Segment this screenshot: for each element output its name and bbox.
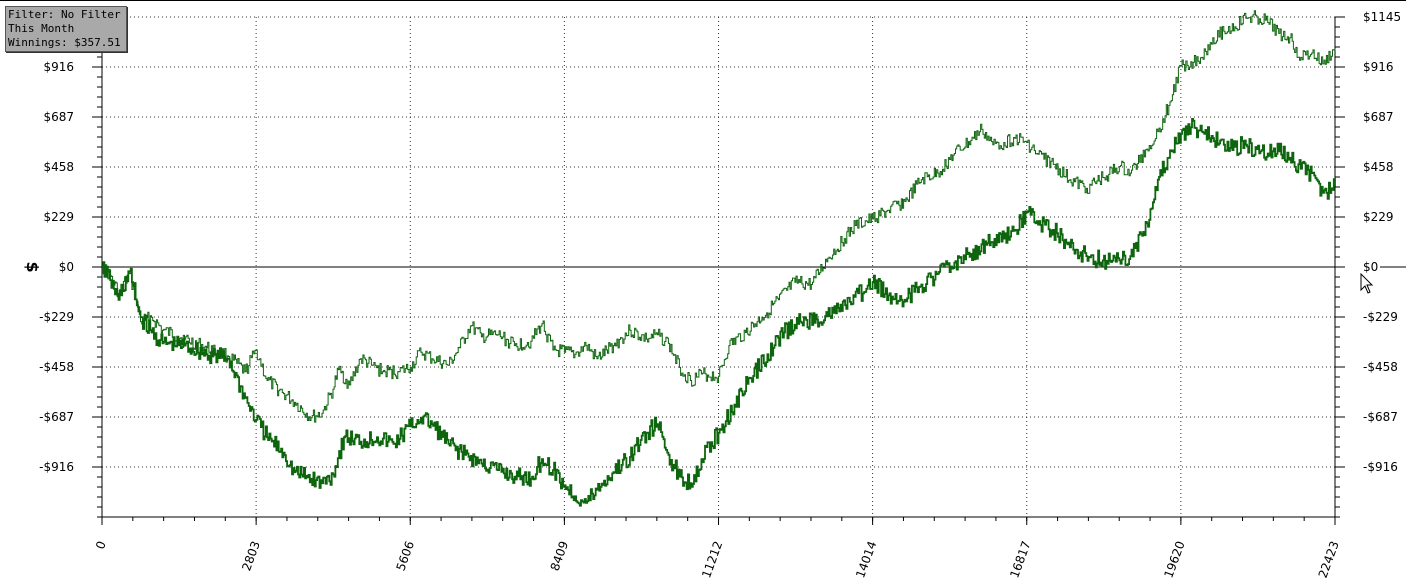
y-tick-label-right: -$229 — [1363, 310, 1398, 324]
filter-text: Filter: No Filter — [8, 8, 121, 21]
axes — [0, 0, 1406, 525]
series-layer — [102, 10, 1336, 507]
y-tick-label-right: -$687 — [1363, 410, 1398, 424]
y-axis-label: $ — [23, 261, 42, 272]
x-tick-label: 11212 — [699, 539, 725, 580]
grid — [102, 16, 1335, 517]
y-tick-label-left: $229 — [43, 210, 74, 224]
x-tick-label: 0 — [93, 539, 109, 551]
y-tick-label-right: $0 — [1363, 260, 1378, 274]
series-line-1 — [102, 10, 1336, 423]
y-tick-label-left: -$687 — [39, 410, 74, 424]
y-tick-label-right: $229 — [1363, 210, 1394, 224]
x-tick-label: 5606 — [393, 539, 417, 572]
period-text: This Month — [8, 22, 75, 35]
y-tick-label-right: -$458 — [1363, 360, 1398, 374]
y-tick-label-left: -$458 — [39, 360, 74, 374]
series-line-2 — [102, 118, 1336, 507]
filter-info-box: Filter: No Filter This Month Winnings: $… — [5, 6, 127, 52]
y-tick-label-right: $916 — [1363, 60, 1394, 74]
y-tick-label-right: $458 — [1363, 160, 1394, 174]
winnings-text: Winnings: $357.51 — [8, 36, 121, 49]
y-tick-label-right: $687 — [1363, 110, 1394, 124]
y-tick-label-right: $1145 — [1363, 10, 1401, 24]
x-tick-label: 14014 — [853, 539, 879, 580]
y-tick-label-right: -$916 — [1363, 460, 1398, 474]
y-tick-label-left: $0 — [59, 260, 74, 274]
y-tick-label-left: $916 — [43, 60, 74, 74]
x-tick-label: 16817 — [1007, 539, 1033, 580]
x-tick-label: 2803 — [239, 539, 263, 572]
y-tick-label-left: -$229 — [39, 310, 74, 324]
x-tick-label: 19620 — [1161, 539, 1187, 580]
mouse-pointer-icon — [1360, 272, 1374, 299]
x-tick-label: 8409 — [548, 539, 572, 572]
x-tick-label: 22423 — [1316, 539, 1342, 580]
y-tick-label-left: -$916 — [39, 460, 74, 474]
y-tick-label-left: $687 — [43, 110, 74, 124]
tick-labels: $1145$1145$916$916$687$687$458$458$229$2… — [36, 10, 1401, 580]
y-tick-label-left: $458 — [43, 160, 74, 174]
